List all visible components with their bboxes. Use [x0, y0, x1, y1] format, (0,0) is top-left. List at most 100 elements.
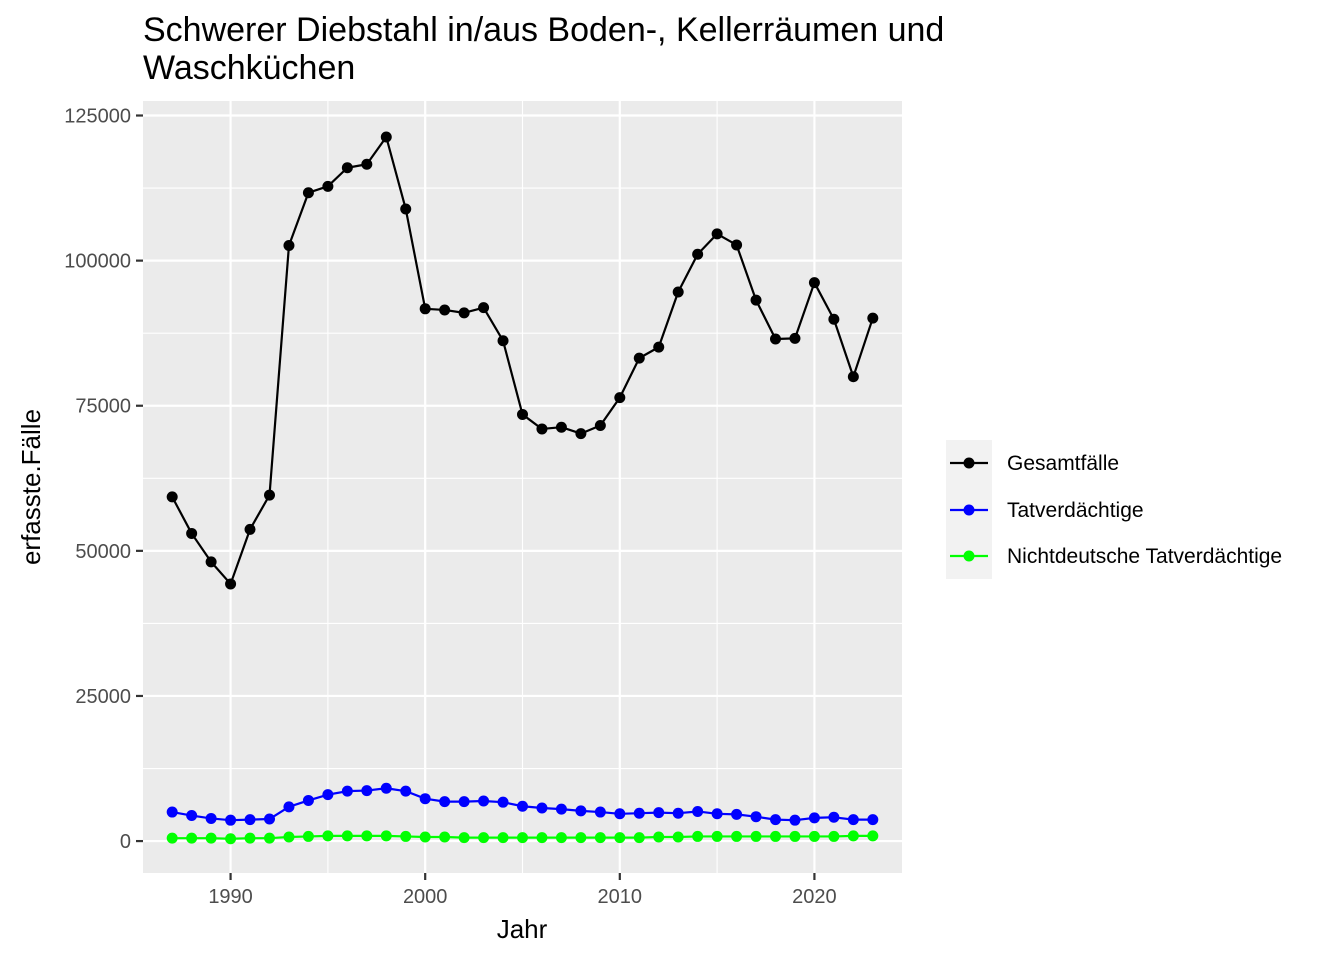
data-point	[264, 813, 275, 825]
y-tick-label: 125000	[64, 106, 131, 128]
data-point	[672, 807, 684, 819]
data-point	[497, 335, 509, 347]
chart-title-line-2: Waschküchen	[143, 49, 355, 87]
data-point	[361, 785, 373, 797]
data-point	[419, 793, 431, 805]
data-point	[497, 796, 509, 808]
data-point	[770, 830, 781, 842]
data-point	[244, 832, 256, 844]
data-point	[653, 831, 665, 843]
data-point	[633, 832, 645, 844]
data-point	[692, 805, 704, 817]
data-point	[400, 785, 412, 797]
data-point	[847, 814, 859, 826]
y-tick-label: 75000	[75, 396, 131, 418]
data-point	[166, 832, 178, 844]
data-point	[828, 811, 840, 823]
x-tick-label: 2010	[598, 886, 643, 908]
legend-label: Tatverdächtige	[1007, 499, 1144, 522]
x-tick-labels: 1990 2000 2010 2020	[208, 886, 836, 908]
data-point	[711, 228, 723, 240]
data-point	[458, 832, 470, 844]
data-point	[555, 421, 567, 433]
data-point	[731, 239, 743, 251]
data-point	[400, 203, 412, 215]
data-point	[302, 187, 314, 199]
legend-key-point	[963, 504, 975, 516]
data-point	[458, 307, 470, 319]
data-point	[478, 832, 490, 844]
data-point	[614, 808, 626, 820]
data-point	[517, 832, 528, 844]
data-point	[614, 392, 626, 404]
data-point	[186, 527, 198, 539]
x-tick-label: 1990	[208, 886, 253, 908]
data-point	[594, 419, 606, 431]
x-axis-title: Jahr	[497, 914, 548, 944]
data-point	[692, 830, 704, 842]
data-point	[361, 830, 373, 842]
data-point	[419, 831, 431, 843]
data-point	[847, 830, 859, 842]
data-point	[205, 832, 217, 844]
data-point	[322, 180, 334, 192]
data-point	[867, 830, 879, 842]
data-point	[867, 814, 879, 826]
data-point	[692, 248, 704, 260]
data-point	[731, 830, 743, 842]
major-gridlines	[143, 101, 902, 873]
data-point	[653, 341, 665, 353]
data-point	[380, 131, 392, 143]
data-point	[322, 789, 334, 801]
data-point	[458, 796, 470, 808]
y-axis-title: erfasste.Fälle	[16, 409, 46, 565]
series-1	[166, 131, 879, 590]
data-point	[225, 814, 237, 826]
data-point	[750, 830, 762, 842]
data-point	[302, 794, 314, 806]
data-point	[205, 556, 217, 568]
data-point	[517, 408, 528, 420]
data-point	[594, 832, 606, 844]
series-2	[166, 782, 879, 826]
data-point	[731, 808, 743, 820]
data-point	[439, 304, 451, 316]
data-point	[633, 807, 645, 819]
data-point	[283, 831, 295, 843]
y-tick-label: 50000	[75, 541, 131, 563]
y-tick-label: 0	[120, 831, 131, 853]
data-point	[828, 830, 840, 842]
legend-key-point	[963, 457, 975, 469]
data-point	[322, 830, 334, 842]
data-point	[244, 523, 256, 535]
data-point	[750, 811, 762, 823]
data-point	[186, 810, 198, 822]
data-point	[361, 158, 373, 170]
legend: Gesamtfälle Tatverdächtige Nichtdeutsche T…	[946, 440, 1282, 579]
data-point	[711, 808, 723, 820]
data-point	[789, 830, 801, 842]
data-point	[341, 830, 353, 842]
data-point	[439, 831, 451, 843]
data-point	[633, 352, 645, 364]
data-point	[808, 830, 820, 842]
data-point	[380, 830, 392, 842]
legend-key-point	[963, 550, 975, 562]
legend-label: Gesamtfälle	[1007, 452, 1119, 475]
data-point	[380, 782, 392, 794]
data-point	[789, 814, 801, 826]
data-point	[244, 814, 256, 826]
data-point	[400, 830, 412, 842]
data-point	[341, 162, 353, 174]
series-3	[166, 830, 879, 845]
data-point	[341, 785, 353, 797]
data-point	[205, 812, 217, 824]
data-point	[847, 371, 859, 383]
y-tick-label: 25000	[75, 686, 131, 708]
data-point	[750, 294, 762, 306]
data-point	[555, 832, 567, 844]
data-point	[770, 333, 781, 345]
data-point	[789, 332, 801, 344]
legend-label: Nichtdeutsche Tatverdächtige	[1007, 545, 1282, 568]
